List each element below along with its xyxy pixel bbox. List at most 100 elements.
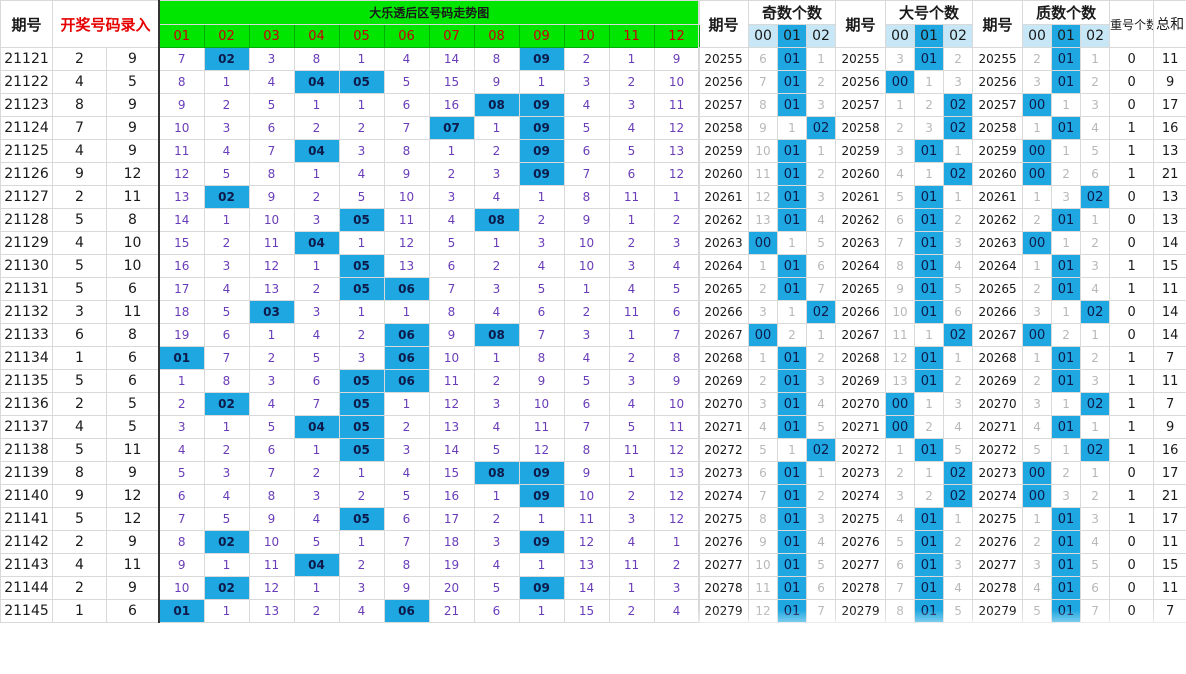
period-cell[interactable]: 20256 [698,70,749,94]
draw-number-cell[interactable]: 9 [52,484,107,508]
odd-count-cell[interactable]: 10 [748,139,778,163]
sum-cell[interactable]: 17 [1153,507,1186,531]
big-count-cell[interactable]: 02 [943,323,974,347]
period-cell[interactable]: 20271 [972,415,1024,439]
period-cell[interactable]: 20268 [698,346,749,370]
prime-count-cell[interactable]: 1 [1022,254,1053,278]
omission-cell[interactable]: 3 [608,254,655,278]
odd-count-cell[interactable]: 1 [805,47,837,71]
prime-count-cell[interactable]: 4 [1022,576,1053,600]
odd-count-cell[interactable]: 11 [748,162,778,186]
prime-count-cell[interactable]: 3 [1051,484,1082,508]
prime-count-cell[interactable]: 4 [1080,277,1111,301]
omission-cell[interactable]: 2 [563,300,610,324]
omission-cell[interactable]: 9 [158,553,205,577]
period-cell[interactable]: 20263 [698,231,749,255]
prime-count-cell[interactable]: 3 [1022,392,1053,416]
big-count-cell[interactable]: 02 [943,162,974,186]
prime-count-cell[interactable]: 2 [1022,530,1053,554]
omission-cell[interactable]: 5 [608,415,655,439]
prime-count-cell[interactable]: 1 [1051,392,1082,416]
drawn-number-cell[interactable]: 08 [473,93,520,117]
big-count-cell[interactable]: 2 [943,47,974,71]
drawn-number-cell[interactable]: 05 [338,254,385,278]
draw-number-cell[interactable]: 6 [105,277,160,301]
drawn-number-cell[interactable]: 02 [203,47,250,71]
period-cell[interactable]: 20261 [698,185,749,209]
omission-cell[interactable]: 6 [653,300,700,324]
draw-number-cell[interactable]: 4 [52,139,107,163]
odd-count-cell[interactable]: 01 [777,139,807,163]
odd-count-cell[interactable]: 01 [777,93,807,117]
prime-count-cell[interactable]: 1 [1080,323,1111,347]
drawn-number-cell[interactable]: 09 [518,576,565,600]
omission-cell[interactable]: 10 [563,254,610,278]
prime-count-cell[interactable]: 1 [1022,346,1053,370]
odd-count-cell[interactable]: 7 [748,484,778,508]
omission-cell[interactable]: 10 [248,530,295,554]
omission-cell[interactable]: 1 [563,277,610,301]
omission-cell[interactable]: 2 [203,438,250,462]
draw-number-cell[interactable]: 6 [52,323,107,347]
period-cell[interactable]: 20264 [835,254,887,278]
big-count-cell[interactable]: 7 [885,576,916,600]
omission-cell[interactable]: 15 [158,231,205,255]
period-cell[interactable]: 21140 [0,484,53,508]
big-count-cell[interactable]: 4 [943,415,974,439]
omission-cell[interactable]: 6 [248,438,295,462]
big-count-cell[interactable]: 5 [943,438,974,462]
period-cell[interactable]: 20259 [835,139,887,163]
omission-cell[interactable]: 11 [158,139,205,163]
prime-count-cell[interactable]: 01 [1051,47,1082,71]
omission-cell[interactable]: 8 [383,553,430,577]
period-cell[interactable]: 21135 [0,369,53,393]
prime-count-cell[interactable]: 01 [1051,576,1082,600]
drawn-number-cell[interactable]: 05 [338,392,385,416]
prime-count-cell[interactable]: 01 [1051,70,1082,94]
omission-cell[interactable]: 15 [428,70,475,94]
period-cell[interactable]: 20272 [972,438,1024,462]
drawn-number-cell[interactable]: 04 [293,553,340,577]
omission-cell[interactable]: 10 [383,185,430,209]
big-count-cell[interactable]: 01 [914,47,945,71]
repeat-count-cell[interactable]: 0 [1109,47,1155,71]
draw-number-cell[interactable]: 9 [105,576,160,600]
omission-cell[interactable]: 2 [608,70,655,94]
omission-cell[interactable]: 9 [158,93,205,117]
big-count-cell[interactable]: 1 [914,392,945,416]
drawn-number-cell[interactable]: 05 [338,507,385,531]
omission-cell[interactable]: 1 [338,300,385,324]
drawn-number-cell[interactable]: 06 [383,369,430,393]
omission-cell[interactable]: 9 [518,369,565,393]
omission-cell[interactable]: 4 [338,162,385,186]
omission-cell[interactable]: 1 [338,231,385,255]
odd-count-cell[interactable]: 01 [777,47,807,71]
draw-number-cell[interactable]: 5 [105,415,160,439]
draw-number-cell[interactable]: 12 [105,507,160,531]
omission-cell[interactable]: 5 [383,484,430,508]
prime-count-cell[interactable]: 3 [1022,70,1053,94]
big-count-cell[interactable]: 02 [943,93,974,117]
omission-cell[interactable]: 3 [383,438,430,462]
big-count-cell[interactable]: 1 [943,346,974,370]
prime-count-cell[interactable]: 02 [1080,185,1111,209]
omission-cell[interactable]: 16 [158,254,205,278]
odd-count-cell[interactable]: 1 [748,254,778,278]
omission-cell[interactable]: 3 [563,70,610,94]
big-count-cell[interactable]: 3 [943,70,974,94]
omission-cell[interactable]: 7 [203,346,250,370]
big-count-cell[interactable]: 1 [943,507,974,531]
period-cell[interactable]: 20274 [698,484,749,508]
prime-count-cell[interactable]: 2 [1051,461,1082,485]
period-cell[interactable]: 20268 [835,346,887,370]
period-cell[interactable]: 20260 [972,162,1024,186]
drawn-number-cell[interactable]: 06 [383,599,430,623]
odd-count-cell[interactable]: 2 [805,70,837,94]
big-count-cell[interactable]: 2 [914,415,945,439]
big-count-cell[interactable]: 1 [885,438,916,462]
odd-count-cell[interactable]: 2 [805,346,837,370]
omission-cell[interactable]: 12 [653,507,700,531]
big-count-cell[interactable]: 1 [914,70,945,94]
omission-cell[interactable]: 3 [473,162,520,186]
draw-number-cell[interactable]: 1 [52,599,107,623]
